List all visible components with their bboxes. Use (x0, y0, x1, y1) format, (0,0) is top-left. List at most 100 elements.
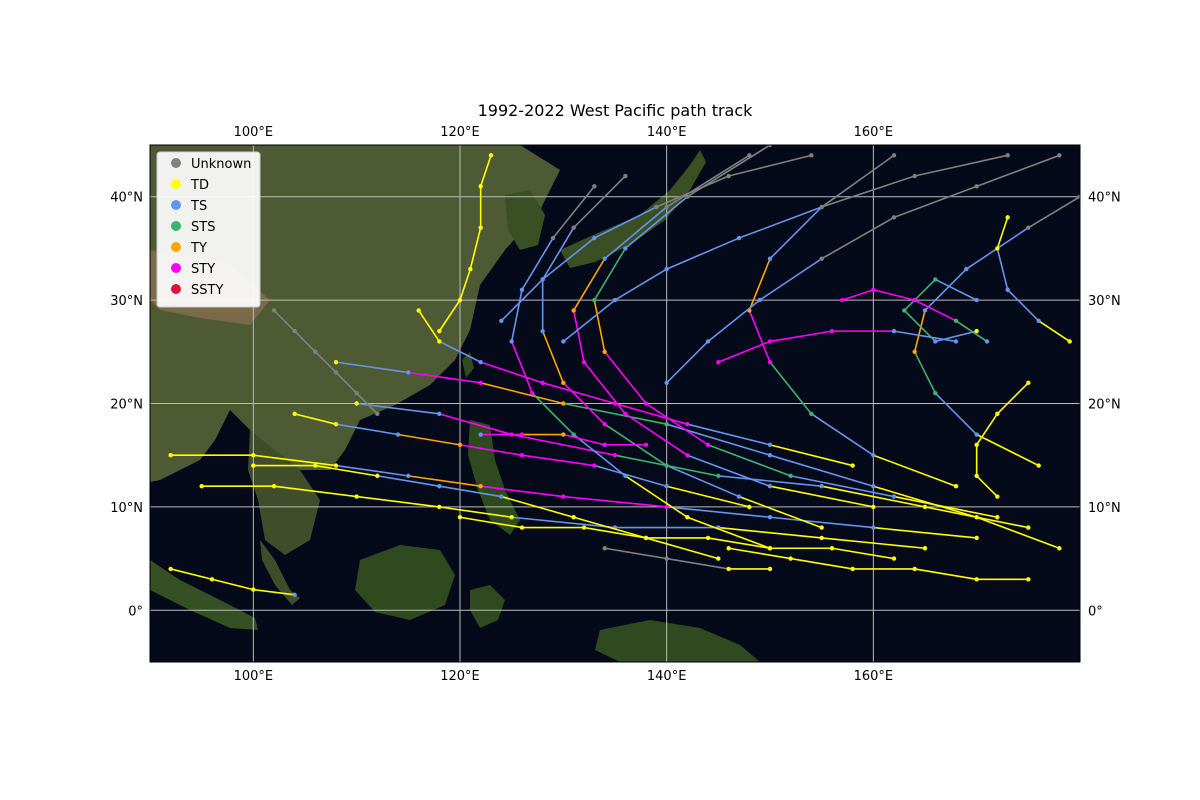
track-point (685, 421, 690, 427)
track-25 (716, 328, 959, 365)
track-segment (624, 413, 688, 456)
track-point (1036, 318, 1041, 323)
axis-ticks: 100°E 100°E 120°E 120°E 140°E 140°E 160°E 160°E… (110, 125, 1121, 684)
y-tick-label-right: 40°N (1088, 191, 1121, 206)
track-point (726, 546, 731, 551)
indochina-peninsula (248, 430, 320, 555)
track-point (292, 411, 297, 417)
track-point (623, 173, 628, 179)
track-segment (718, 340, 771, 363)
map-frame (149, 144, 1081, 663)
x-tick-label-bottom: 120°E (440, 669, 480, 684)
track-point (333, 463, 339, 468)
legend-label: STS (191, 220, 215, 235)
track-segment (521, 454, 595, 467)
track-point (313, 349, 318, 354)
chart-title: 1992-2022 West Pacific path track (478, 101, 754, 120)
track-point (333, 421, 339, 427)
track-point (333, 370, 339, 375)
track-segment (573, 516, 647, 539)
track-point (716, 556, 721, 561)
track-segment (790, 475, 895, 498)
track-segment (728, 547, 791, 560)
track-segment (438, 299, 461, 332)
track-segment (552, 185, 595, 239)
track-point (871, 453, 876, 458)
track-segment (914, 568, 977, 581)
track-segment (253, 454, 337, 467)
map-area (150, 145, 1080, 662)
track-point (736, 494, 742, 499)
track-point (974, 432, 979, 437)
track-point (829, 328, 835, 334)
track-segment (459, 268, 472, 301)
track-segment (769, 330, 833, 343)
track-segment (335, 371, 358, 394)
track-point (437, 411, 442, 417)
track-point (540, 277, 545, 282)
track-point (602, 421, 607, 427)
track-segment (873, 288, 915, 301)
track-segment (821, 537, 926, 550)
track-segment (976, 433, 1040, 467)
track-point (953, 318, 959, 323)
track-point (654, 204, 659, 210)
track-point (581, 525, 587, 530)
track-point (871, 484, 876, 489)
track-point (395, 432, 401, 437)
legend-marker (171, 221, 181, 231)
track-point (736, 235, 742, 241)
track-segment (594, 464, 667, 487)
track-point (612, 401, 618, 406)
track-point (457, 515, 463, 520)
track-point (354, 390, 359, 396)
track-point (902, 308, 907, 313)
track-point (891, 494, 897, 499)
track-point (995, 515, 1000, 520)
track-segment (624, 196, 688, 250)
track-segment (542, 382, 616, 405)
track-point (643, 535, 649, 541)
track-point (292, 592, 297, 597)
track-point (1005, 287, 1010, 292)
track-segment (903, 309, 936, 343)
track-segment (335, 464, 409, 477)
track-point (623, 411, 628, 417)
track-segment (459, 516, 523, 529)
track-point (767, 339, 773, 344)
track-point (767, 484, 773, 489)
track-segment (996, 217, 1009, 249)
legend-label: Unknown (191, 157, 251, 172)
track-point (1026, 525, 1031, 530)
track-segment (873, 526, 977, 539)
malay-peninsula (260, 540, 300, 605)
track-point (519, 525, 525, 530)
track-segment (831, 547, 895, 560)
track-segment (821, 154, 895, 208)
track-point (767, 145, 773, 148)
track-point (891, 153, 897, 158)
track-segment (976, 413, 998, 446)
track-segment (211, 578, 254, 591)
track-point (592, 297, 597, 303)
track-point (664, 504, 669, 510)
track-point (209, 577, 215, 582)
track-point (478, 225, 483, 230)
track-11 (292, 411, 752, 510)
track-point (1057, 546, 1062, 551)
track-segment (666, 340, 709, 384)
track-segment (769, 454, 874, 487)
new-guinea-island (595, 620, 760, 662)
legend-label: SSTY (191, 283, 223, 298)
track-segment (562, 382, 606, 425)
track-27 (995, 215, 1072, 344)
track-point (767, 359, 773, 365)
track-point (612, 297, 618, 303)
legend-box (156, 151, 261, 308)
track-point (788, 473, 793, 479)
track-segment (996, 248, 1009, 290)
track-segment (913, 310, 926, 352)
track-segment (170, 568, 213, 581)
track-point (1036, 463, 1041, 468)
track-21 (437, 153, 494, 334)
